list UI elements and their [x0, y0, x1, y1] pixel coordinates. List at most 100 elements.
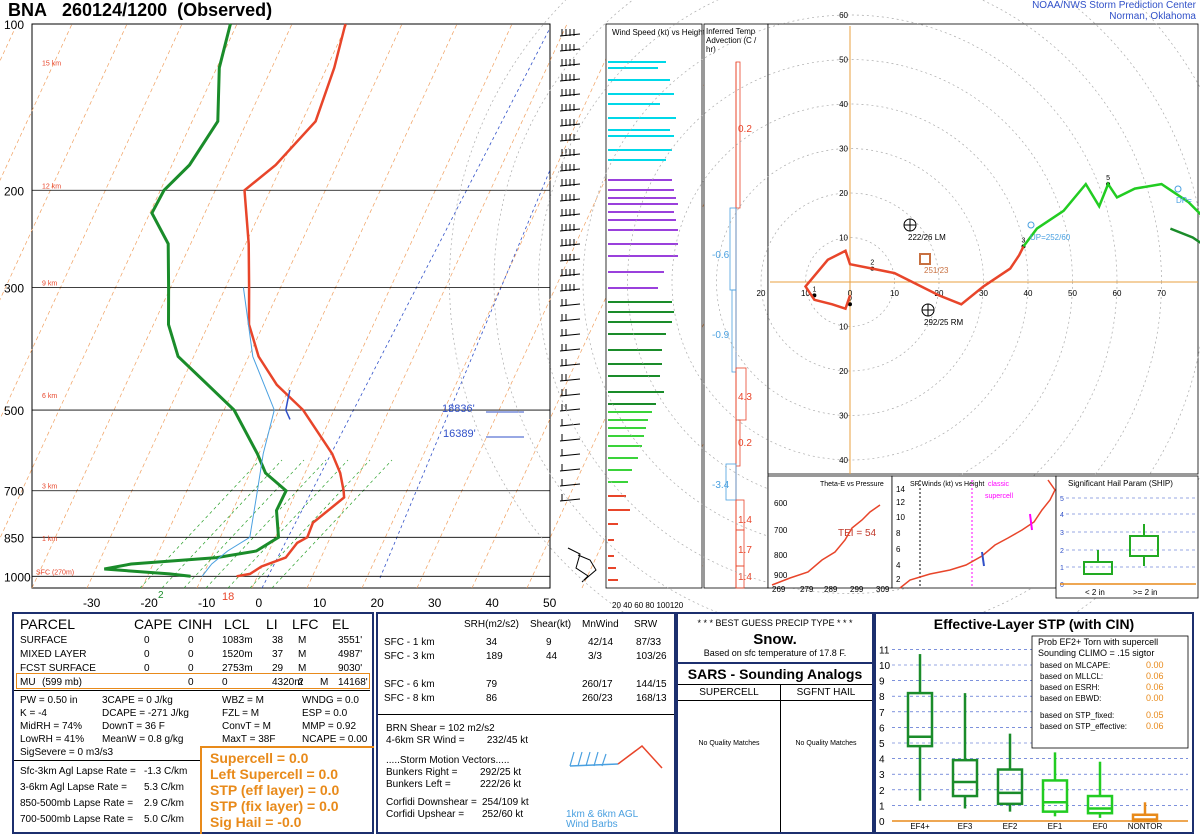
kin-cell: 9 — [546, 637, 552, 648]
hodo-km-dot — [848, 302, 852, 307]
advection-value: -3.4 — [712, 480, 730, 491]
precip-type: Snow. — [753, 631, 797, 648]
svg-text:40: 40 — [486, 596, 500, 610]
stp-based-value: 0.00 — [1146, 660, 1164, 670]
index-cell: MaxT = 38F — [222, 734, 276, 745]
kin-cell: 260/23 — [582, 693, 613, 704]
kin-cell: 44 — [546, 651, 558, 662]
parcel-cell: 1520m — [222, 649, 253, 660]
kin-cell: 103/26 — [636, 651, 667, 662]
svg-text:30: 30 — [839, 145, 848, 154]
stp-panel: Effective-Layer STP (with CIN) 11 10 9 8 7 6 5… — [874, 612, 1194, 834]
wind-barb — [559, 89, 581, 97]
advection-value: 0.2 — [738, 438, 752, 449]
svg-text:10: 10 — [801, 289, 810, 298]
org-line1: NOAA/NWS Storm Prediction Center — [1032, 0, 1196, 11]
windspeed-bars — [608, 61, 678, 581]
parcel-cell: 0 — [222, 677, 228, 688]
svg-text:1: 1 — [879, 801, 885, 812]
parcel-cell: (599 mb) — [42, 677, 83, 688]
parcel-cell: MU — [20, 677, 36, 688]
kin-cell: 3/3 — [588, 651, 602, 662]
stp-based-label: based on MLCAPE: — [1040, 661, 1110, 670]
smv-cell: Corfidi Upshear = — [386, 809, 465, 820]
hodo-trace-mid — [1022, 181, 1200, 248]
svg-text:4: 4 — [1060, 512, 1064, 519]
svg-text:10: 10 — [839, 323, 848, 332]
thetae-trace — [771, 504, 881, 586]
thetae-frame — [767, 475, 893, 589]
svg-text:200: 200 — [4, 184, 24, 198]
advection-value: -0.9 — [712, 330, 730, 341]
wind-barb — [559, 359, 581, 367]
wind-barb — [559, 239, 581, 247]
svg-text:800: 800 — [774, 551, 788, 560]
advection-box — [735, 565, 745, 589]
parcel-cell: 0 — [188, 677, 194, 688]
parcel-cell: M — [298, 635, 307, 646]
sars-none-supercell: No Quality Matches — [698, 740, 760, 747]
smv-cell: 252/60 kt — [482, 809, 524, 820]
stp-based-value: 0.06 — [1146, 671, 1164, 681]
wind-barb — [559, 29, 581, 37]
advection-title: Inferred Temp Advection (C / hr) — [706, 27, 756, 54]
svg-text:10: 10 — [879, 661, 891, 672]
kin-cell: SFC - 8 km — [384, 693, 435, 704]
thetae-title: Theta-E vs Pressure — [820, 481, 884, 488]
wind-barb — [559, 404, 581, 412]
hdr-parcel: PARCEL — [20, 616, 75, 632]
svg-text:309: 309 — [876, 585, 890, 594]
parcel-cell: FCST SURFACE — [20, 663, 96, 674]
parcel-cell: 1083m — [222, 635, 253, 646]
srwinds-classic: classic — [988, 481, 1010, 488]
advection-box — [735, 367, 747, 421]
parcel-cell: 4320m — [272, 677, 303, 688]
sars-col-supercell: SUPERCELL — [699, 687, 759, 698]
svg-text:30: 30 — [428, 596, 442, 610]
svg-text:299: 299 — [850, 585, 864, 594]
parcel-cell: 37 — [272, 649, 284, 660]
low-barbs — [567, 547, 597, 583]
svg-text:40: 40 — [839, 100, 848, 109]
windspeed-frame — [605, 23, 703, 589]
parcel-cell: 0 — [144, 649, 150, 660]
svg-text:20: 20 — [839, 189, 848, 198]
kin-cell: SFC - 6 km — [384, 679, 435, 690]
hodo-trace-upper — [1169, 227, 1200, 244]
divider — [678, 684, 872, 685]
hdr-el: EL — [332, 616, 350, 632]
srwinds-ticks: 14 12 10 8 6 4 2 — [896, 485, 1033, 584]
wind-barb — [559, 164, 581, 172]
srwind46-line: 4-6km SR Wind = 232/45 kt — [386, 735, 529, 746]
svg-text:850: 850 — [4, 531, 24, 545]
stp-based-label: based on ESRH: — [1040, 683, 1100, 692]
parcel-cell: 14168' — [338, 677, 368, 688]
brn-shear: BRN Shear = 102 m2/s2 — [386, 723, 495, 734]
svg-text:1 km: 1 km — [42, 536, 57, 543]
index-cell: 3CAPE = 0 J/kg — [102, 695, 173, 706]
svg-text:14: 14 — [896, 485, 905, 494]
svg-text:1000: 1000 — [4, 570, 31, 584]
parcel-cell: 38 — [272, 635, 284, 646]
svg-text:0: 0 — [848, 289, 853, 298]
rm-marker — [921, 303, 935, 317]
advection-box — [725, 463, 737, 501]
smv-table: Bunkers Right = 292/25 kt Bunkers Left = 22… — [386, 766, 546, 828]
parcel-cell: SURFACE — [20, 635, 68, 646]
precip-note: Based on sfc temperature of 17.8 F. — [703, 648, 847, 658]
svg-text:40: 40 — [839, 456, 848, 465]
svg-text:4: 4 — [896, 561, 901, 570]
stp-based-value: 0.06 — [1146, 682, 1164, 692]
svg-text:SFC (270m): SFC (270m) — [36, 569, 74, 576]
svg-text:0: 0 — [879, 817, 885, 828]
smv-cell: 222/26 kt — [480, 779, 522, 790]
wind-barb — [559, 389, 581, 397]
index-cell: ESP = 0.0 — [302, 708, 348, 719]
svg-text:2: 2 — [896, 575, 901, 584]
stp-prob-1: Prob EF2+ Torn with supercell — [1038, 637, 1158, 647]
parcel-cell: M — [298, 663, 307, 674]
parcel-table: SURFACE 0 0 1083m 38 M 3551' MIXED LAYER 0 0 1520m… — [20, 634, 368, 694]
wind-barb — [559, 434, 581, 442]
wind-barb — [559, 134, 581, 142]
stp-based-value: 0.00 — [1146, 693, 1164, 703]
